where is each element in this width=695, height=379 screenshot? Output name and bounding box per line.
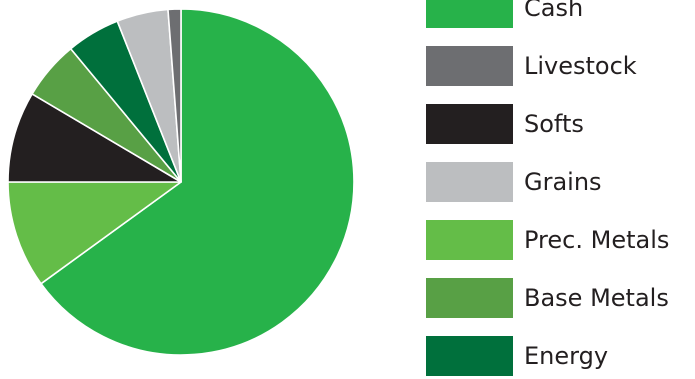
legend-item-prec-metals: Prec. Metals: [426, 220, 695, 260]
legend-item-grains: Grains: [426, 162, 695, 202]
pie-slice-cash: [40, 8, 355, 356]
legend-item-livestock: Livestock: [426, 46, 695, 86]
legend-swatch-livestock: [426, 46, 513, 86]
legend-label-livestock: Livestock: [524, 52, 637, 80]
legend-swatch-energy: [426, 336, 513, 376]
legend-label-base-metals: Base Metals: [524, 284, 669, 312]
legend-item-base-metals: Base Metals: [426, 278, 695, 318]
legend-swatch-cash: [426, 0, 513, 28]
legend-swatch-prec-metals: [426, 220, 513, 260]
pie-plot: [7, 8, 355, 356]
legend-swatch-softs: [426, 104, 513, 144]
legend-label-energy: Energy: [524, 342, 609, 370]
pie-slice-livestock: [167, 8, 182, 183]
legend-item-cash: Cash: [426, 0, 695, 28]
pie-slice-softs: [7, 93, 182, 183]
legend-swatch-base-metals: [426, 278, 513, 318]
legend-label-cash: Cash: [524, 0, 584, 22]
legend-label-prec-metals: Prec. Metals: [524, 226, 670, 254]
legend-swatch-grains: [426, 162, 513, 202]
legend-label-softs: Softs: [524, 110, 584, 138]
legend-item-softs: Softs: [426, 104, 695, 144]
pie-slice-prec-metals: [7, 181, 182, 285]
legend-item-energy: Energy: [426, 336, 695, 376]
legend-label-grains: Grains: [524, 168, 602, 196]
legend: Cash Livestock Softs Grains Prec. Metals…: [426, 0, 695, 379]
